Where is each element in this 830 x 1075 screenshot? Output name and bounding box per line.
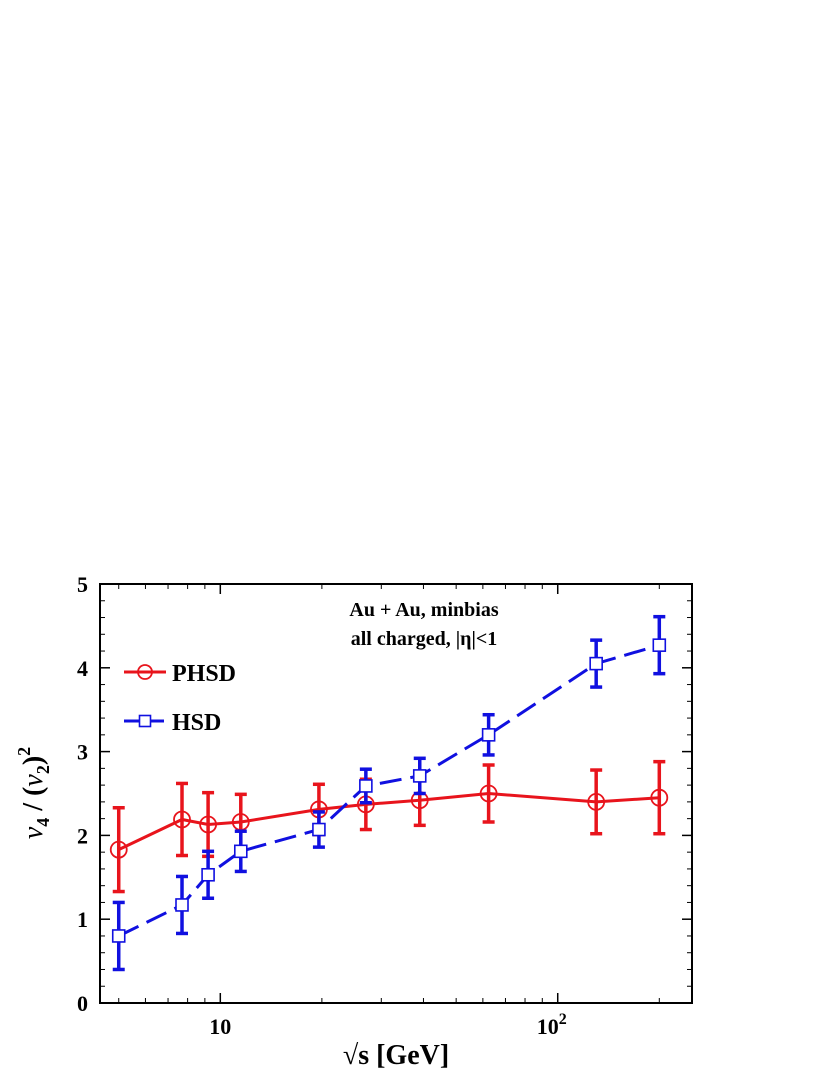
x-tick-label: 102 <box>537 1011 567 1039</box>
phsd-point <box>587 792 606 811</box>
hsd-series-line <box>118 643 660 938</box>
series-layer <box>109 614 669 972</box>
y-tick-label: 5 <box>77 572 88 597</box>
y-tick-label: 0 <box>77 991 88 1016</box>
hsd-point <box>481 728 496 742</box>
hsd-point <box>233 844 248 859</box>
y-axis-title: v4 / (v2)2 <box>14 747 53 839</box>
annotation-line-2: all charged, |η|<1 <box>351 628 498 650</box>
phsd-point <box>199 815 217 834</box>
annotation-line-1: Au + Au, minbias <box>349 599 498 621</box>
hsd-point <box>201 867 215 882</box>
phsd-point <box>650 788 669 807</box>
phsd-point <box>173 810 191 829</box>
y-tick-label: 1 <box>77 907 88 932</box>
hsd-point <box>589 656 603 671</box>
legend-hsd-marker <box>138 714 152 728</box>
hsd-point <box>652 638 667 652</box>
legend-hsd-label: HSD <box>172 710 221 736</box>
legend: PHSD HSD <box>124 661 236 736</box>
y-tick-label: 3 <box>77 740 88 765</box>
hsd-point <box>312 822 326 837</box>
y-tick-label: 4 <box>77 656 88 681</box>
x-tick-label: 10 <box>209 1014 231 1039</box>
tick-labels: 0 1 2 3 4 5 10 102 <box>77 572 567 1039</box>
hsd-point <box>359 779 373 793</box>
hsd-point <box>175 898 189 912</box>
x-axis-title: √s [GeV] <box>343 1040 449 1071</box>
legend-phsd-marker <box>137 664 153 680</box>
hsd-point <box>412 769 427 783</box>
hsd-point <box>111 929 126 943</box>
legend-phsd-label: PHSD <box>172 661 236 687</box>
y-tick-label: 2 <box>77 823 88 848</box>
phsd-point <box>479 784 498 803</box>
plot-frame <box>99 583 693 1004</box>
phsd-point <box>109 840 128 859</box>
